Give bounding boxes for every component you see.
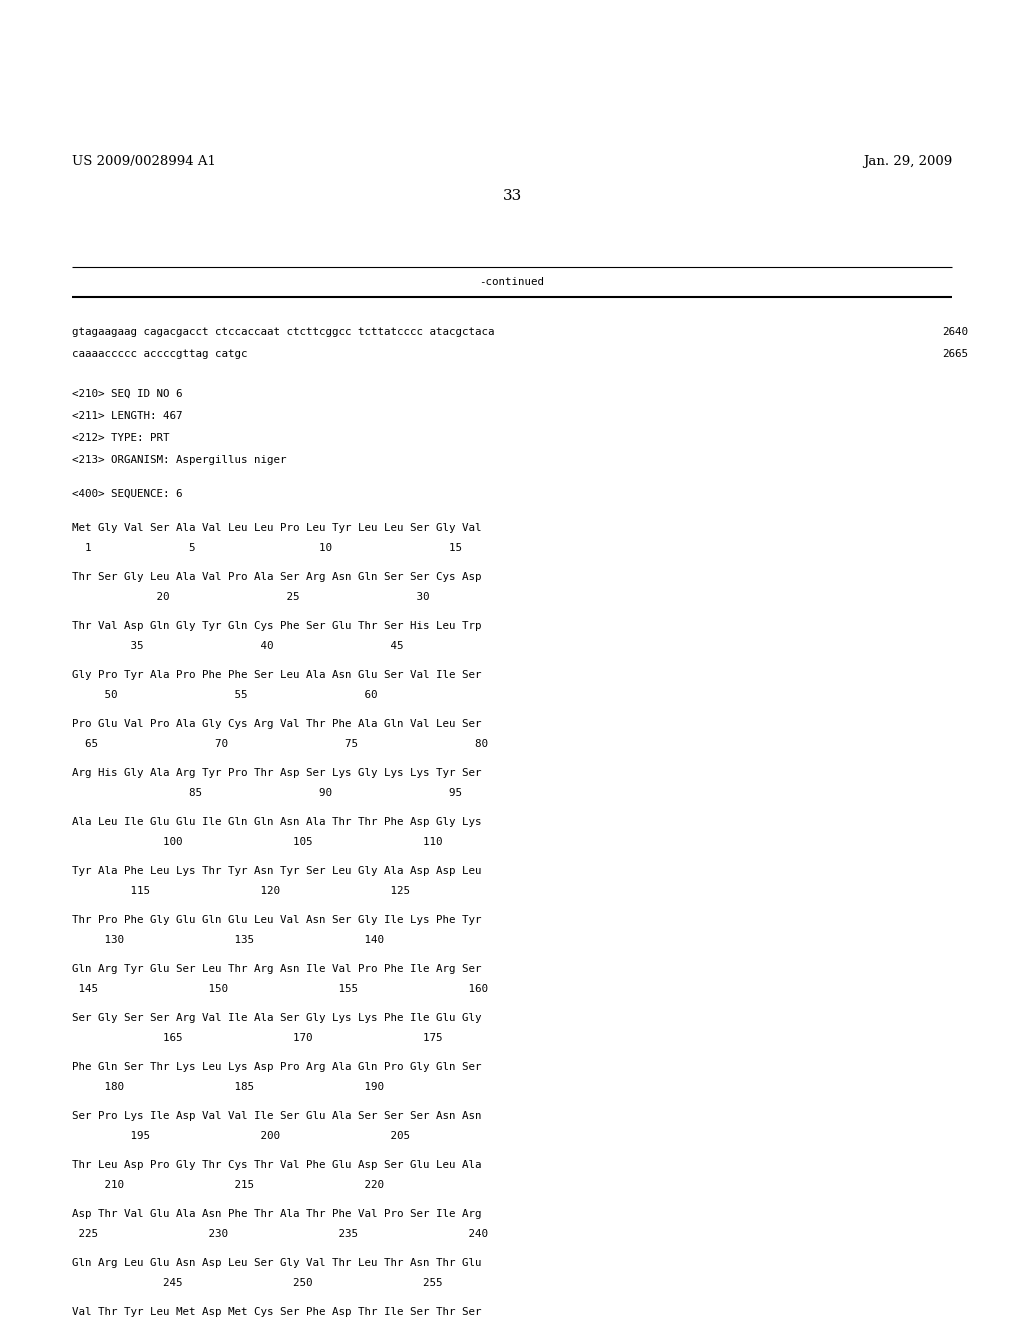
Text: 65                  70                  75                  80: 65 70 75 80 [72,738,488,748]
Text: <212> TYPE: PRT: <212> TYPE: PRT [72,433,170,444]
Text: Ser Pro Lys Ile Asp Val Val Ile Ser Glu Ala Ser Ser Ser Asn Asn: Ser Pro Lys Ile Asp Val Val Ile Ser Glu … [72,1111,481,1121]
Text: 20                  25                  30: 20 25 30 [72,591,429,602]
Text: <211> LENGTH: 467: <211> LENGTH: 467 [72,411,182,421]
Text: Thr Val Asp Gln Gly Tyr Gln Cys Phe Ser Glu Thr Ser His Leu Trp: Thr Val Asp Gln Gly Tyr Gln Cys Phe Ser … [72,620,481,631]
Text: Gly Pro Tyr Ala Pro Phe Phe Ser Leu Ala Asn Glu Ser Val Ile Ser: Gly Pro Tyr Ala Pro Phe Phe Ser Leu Ala … [72,671,481,680]
Text: Gln Arg Leu Glu Asn Asp Leu Ser Gly Val Thr Leu Thr Asn Thr Glu: Gln Arg Leu Glu Asn Asp Leu Ser Gly Val … [72,1258,481,1269]
Text: Gln Arg Tyr Glu Ser Leu Thr Arg Asn Ile Val Pro Phe Ile Arg Ser: Gln Arg Tyr Glu Ser Leu Thr Arg Asn Ile … [72,964,481,974]
Text: 100                 105                 110: 100 105 110 [72,837,442,846]
Text: US 2009/0028994 A1: US 2009/0028994 A1 [72,154,216,168]
Text: Thr Leu Asp Pro Gly Thr Cys Thr Val Phe Glu Asp Ser Glu Leu Ala: Thr Leu Asp Pro Gly Thr Cys Thr Val Phe … [72,1160,481,1170]
Text: 165                 170                 175: 165 170 175 [72,1032,442,1043]
Text: 225                 230                 235                 240: 225 230 235 240 [72,1229,488,1238]
Text: Arg His Gly Ala Arg Tyr Pro Thr Asp Ser Lys Gly Lys Lys Tyr Ser: Arg His Gly Ala Arg Tyr Pro Thr Asp Ser … [72,768,481,777]
Text: Ala Leu Ile Glu Glu Ile Gln Gln Asn Ala Thr Thr Phe Asp Gly Lys: Ala Leu Ile Glu Glu Ile Gln Gln Asn Ala … [72,817,481,828]
Text: <400> SEQUENCE: 6: <400> SEQUENCE: 6 [72,488,182,499]
Text: 145                 150                 155                 160: 145 150 155 160 [72,983,488,994]
Text: Tyr Ala Phe Leu Lys Thr Tyr Asn Tyr Ser Leu Gly Ala Asp Asp Leu: Tyr Ala Phe Leu Lys Thr Tyr Asn Tyr Ser … [72,866,481,876]
Text: 245                 250                 255: 245 250 255 [72,1278,442,1287]
Text: <213> ORGANISM: Aspergillus niger: <213> ORGANISM: Aspergillus niger [72,455,287,465]
Text: Jan. 29, 2009: Jan. 29, 2009 [863,154,952,168]
Text: caaaaccccc accccgttag catgc: caaaaccccc accccgttag catgc [72,348,248,359]
Text: Met Gly Val Ser Ala Val Leu Leu Pro Leu Tyr Leu Leu Ser Gly Val: Met Gly Val Ser Ala Val Leu Leu Pro Leu … [72,523,481,533]
Text: Phe Gln Ser Thr Lys Leu Lys Asp Pro Arg Ala Gln Pro Gly Gln Ser: Phe Gln Ser Thr Lys Leu Lys Asp Pro Arg … [72,1063,481,1072]
Text: 115                 120                 125: 115 120 125 [72,886,410,895]
Text: 2665: 2665 [942,348,968,359]
Text: gtagaagaag cagacgacct ctccaccaat ctcttcggcc tcttatcccc atacgctaca: gtagaagaag cagacgacct ctccaccaat ctcttcg… [72,327,495,337]
Text: Thr Ser Gly Leu Ala Val Pro Ala Ser Arg Asn Gln Ser Ser Cys Asp: Thr Ser Gly Leu Ala Val Pro Ala Ser Arg … [72,572,481,582]
Text: 1               5                   10                  15: 1 5 10 15 [72,543,462,553]
Text: 195                 200                 205: 195 200 205 [72,1130,410,1140]
Text: 2640: 2640 [942,327,968,337]
Text: Val Thr Tyr Leu Met Asp Met Cys Ser Phe Asp Thr Ile Ser Thr Ser: Val Thr Tyr Leu Met Asp Met Cys Ser Phe … [72,1307,481,1317]
Text: 33: 33 [503,189,521,203]
Text: -continued: -continued [479,277,545,286]
Text: Ser Gly Ser Ser Arg Val Ile Ala Ser Gly Lys Lys Phe Ile Glu Gly: Ser Gly Ser Ser Arg Val Ile Ala Ser Gly … [72,1012,481,1023]
Text: 85                  90                  95: 85 90 95 [72,788,462,797]
Text: 130                 135                 140: 130 135 140 [72,935,384,945]
Text: Asp Thr Val Glu Ala Asn Phe Thr Ala Thr Phe Val Pro Ser Ile Arg: Asp Thr Val Glu Ala Asn Phe Thr Ala Thr … [72,1209,481,1218]
Text: Thr Pro Phe Gly Glu Gln Glu Leu Val Asn Ser Gly Ile Lys Phe Tyr: Thr Pro Phe Gly Glu Gln Glu Leu Val Asn … [72,915,481,925]
Text: 210                 215                 220: 210 215 220 [72,1180,384,1189]
Text: Pro Glu Val Pro Ala Gly Cys Arg Val Thr Phe Ala Gln Val Leu Ser: Pro Glu Val Pro Ala Gly Cys Arg Val Thr … [72,719,481,729]
Text: 50                  55                  60: 50 55 60 [72,689,378,700]
Text: 35                  40                  45: 35 40 45 [72,640,403,651]
Text: <210> SEQ ID NO 6: <210> SEQ ID NO 6 [72,389,182,399]
Text: 180                 185                 190: 180 185 190 [72,1081,384,1092]
